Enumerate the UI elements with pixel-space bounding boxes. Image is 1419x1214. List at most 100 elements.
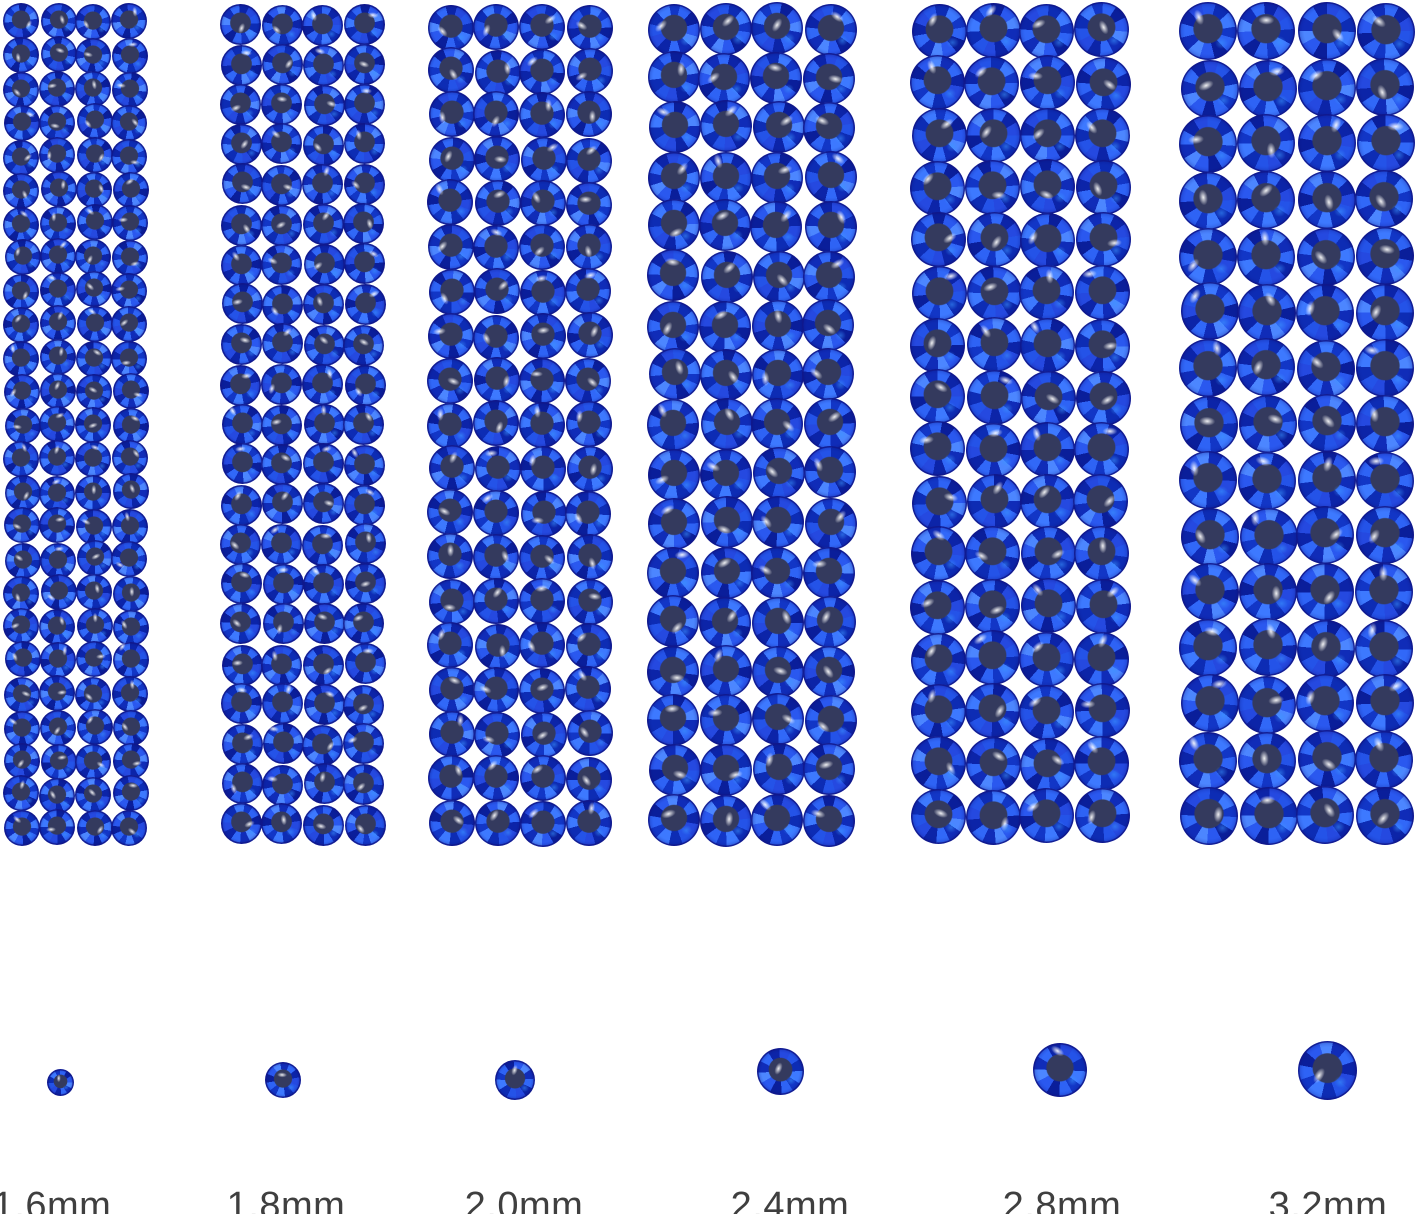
rhinestone-gem (566, 5, 613, 52)
rhinestone-gem (966, 473, 1022, 529)
rhinestone-gem (74, 677, 111, 714)
rhinestone-gem (76, 171, 113, 208)
rhinestone-gem (222, 723, 264, 765)
rhinestone-gem (519, 223, 566, 270)
rhinestone-gem (965, 108, 1021, 164)
rhinestone-gem (221, 683, 263, 725)
rhinestone-gem (965, 422, 1021, 478)
size-label-2.0mm: 2.0mm (464, 1185, 584, 1214)
rhinestone-gem (1075, 578, 1131, 634)
rhinestone-gem (803, 52, 856, 105)
rhinestone-gem (38, 104, 75, 141)
rhinestone-gem (262, 323, 304, 365)
rhinestone-gem (261, 523, 303, 565)
rhinestone-gem (802, 348, 855, 401)
rhinestone-gem (911, 265, 967, 321)
rhinestone-gem (262, 483, 304, 525)
rhinestone-gem (912, 476, 968, 532)
rhinestone-gem (699, 794, 752, 847)
rhinestone-gem (804, 4, 857, 57)
rhinestone-gem (3, 711, 40, 747)
rhinestone-gem (566, 578, 613, 625)
rhinestone-gem (1354, 169, 1413, 228)
rhinestone-gem (1237, 1, 1296, 60)
rhinestone-gem (648, 793, 701, 846)
rhinestone-gem (1179, 619, 1238, 677)
rhinestone-gem (1179, 172, 1238, 231)
rhinestone-gem (2, 206, 39, 243)
rhinestone-gem (565, 224, 612, 271)
rhinestone-gem (221, 803, 263, 845)
rhinestone-gem (1237, 170, 1296, 229)
rhinestone-gem (41, 744, 78, 781)
rhinestone-gem (1179, 114, 1238, 173)
rhinestone-gem (39, 609, 75, 645)
rhinestone-strip-1.6mm (2, 2, 152, 850)
rhinestone-gem (966, 2, 1022, 58)
rhinestone-gem (263, 603, 305, 645)
rhinestone-gem (473, 224, 520, 271)
rhinestone-gem (345, 365, 387, 407)
rhinestone-gem (1238, 676, 1297, 735)
rhinestone-gem (565, 799, 612, 846)
rhinestone-gem (303, 804, 345, 846)
rhinestone-gem (4, 506, 41, 543)
rhinestone-gem (518, 534, 565, 581)
rhinestone-gem (301, 163, 343, 205)
rhinestone-gem (1237, 732, 1296, 791)
rhinestone-gem (427, 312, 474, 359)
rhinestone-gem (219, 84, 261, 126)
rhinestone-gem (751, 152, 804, 205)
rhinestone-gem (1356, 506, 1415, 565)
rhinestone-gem (39, 305, 76, 342)
rhinestone-gem (39, 272, 76, 309)
rhinestone-gem (1355, 395, 1414, 454)
rhinestone-gem (302, 725, 344, 767)
rhinestone-gem (804, 150, 857, 203)
rhinestone-gem (474, 800, 521, 847)
rhinestone-strip-2.8mm (909, 2, 1133, 848)
rhinestone-gem (75, 743, 112, 780)
rhinestone-gem (39, 506, 76, 543)
sample-gem-2.8mm (1033, 1043, 1087, 1097)
rhinestone-gem (343, 163, 385, 205)
rhinestone-gem (261, 284, 303, 326)
rhinestone-gem (1297, 450, 1356, 509)
rhinestone-gem (1019, 685, 1075, 741)
rhinestone-gem (648, 743, 701, 796)
rhinestone-gem (473, 489, 520, 536)
rhinestone-gem (649, 100, 702, 153)
rhinestone-gem (474, 357, 521, 404)
rhinestone-gem (1355, 730, 1414, 789)
rhinestone-gem (221, 404, 263, 446)
rhinestone-gem (427, 4, 474, 51)
rhinestone-gem (427, 754, 474, 801)
rhinestone-strip-2.0mm (426, 3, 616, 850)
rhinestone-gem (3, 809, 40, 846)
rhinestone-gem (1020, 737, 1076, 793)
rhinestone-gem (1239, 562, 1298, 621)
rhinestone-gem (519, 577, 566, 624)
rhinestone-gem (566, 623, 613, 669)
rhinestone-gem (304, 244, 346, 286)
rhinestone-gem (76, 136, 113, 173)
rhinestone-gem (1019, 787, 1075, 843)
rhinestone-gem (648, 497, 701, 550)
rhinestone-gem (804, 201, 857, 254)
rhinestone-gem (426, 358, 473, 404)
rhinestone-gem (304, 684, 346, 726)
rhinestone-gem (75, 271, 112, 308)
rhinestone-gem (112, 71, 149, 108)
rhinestone-gem (220, 205, 262, 247)
rhinestone-strip-1.8mm (219, 3, 389, 849)
rhinestone-gem (304, 85, 346, 127)
rhinestone-gem (5, 542, 42, 579)
rhinestone-gem (302, 442, 344, 484)
rhinestone-gem (111, 205, 148, 242)
rhinestone-gem (1073, 735, 1129, 791)
rhinestone-gem (342, 722, 384, 764)
rhinestone-gem (964, 160, 1020, 216)
rhinestone-gem (804, 596, 857, 649)
rhinestone-gem (344, 84, 386, 126)
rhinestone-gem (701, 397, 754, 450)
